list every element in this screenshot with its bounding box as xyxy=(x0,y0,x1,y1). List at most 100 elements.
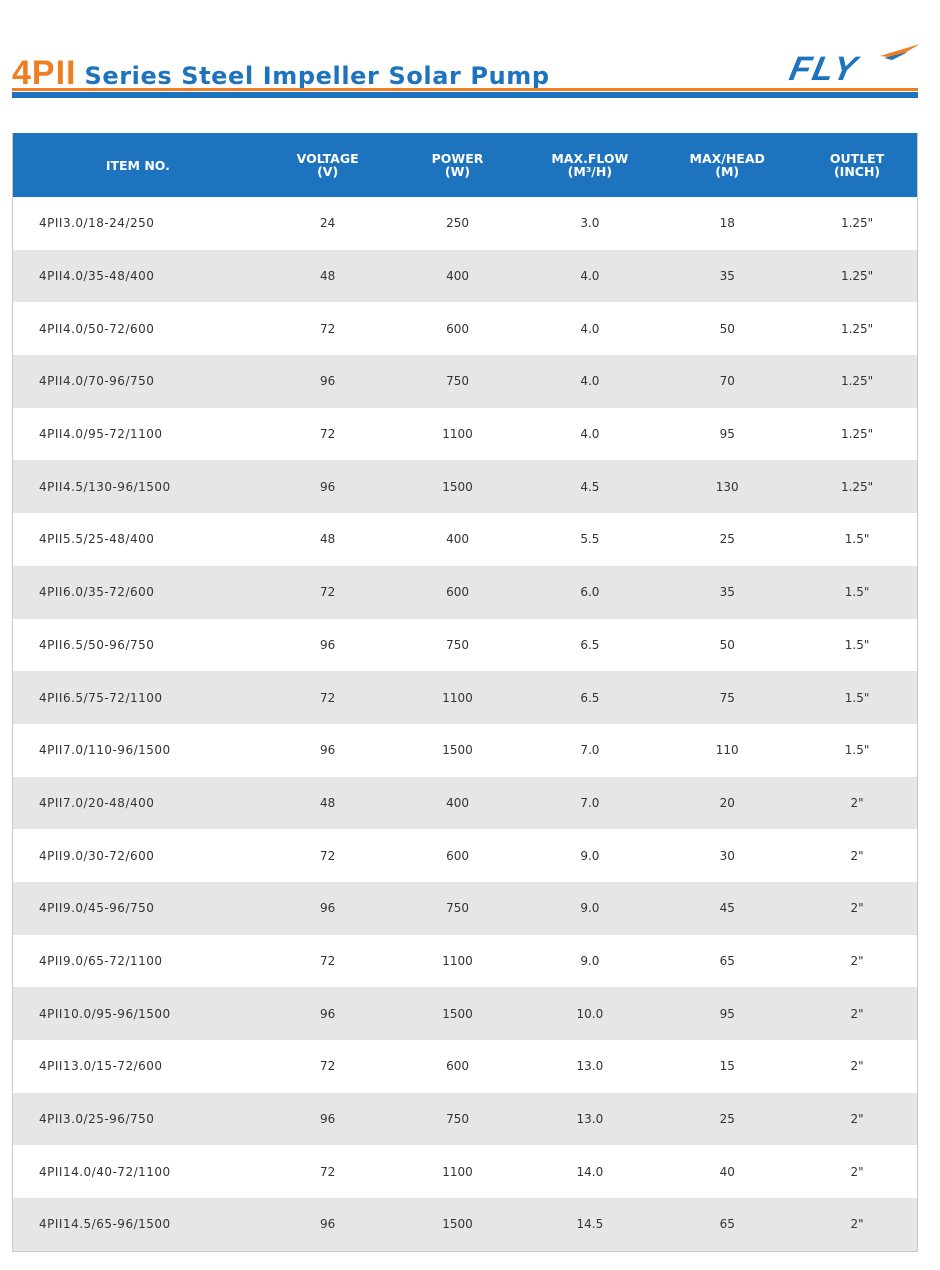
cell-max-head: 25 xyxy=(719,1112,735,1127)
column-header-label: MAX/HEAD xyxy=(689,151,765,166)
header-rule-orange xyxy=(12,88,918,91)
cell-voltage: 24 xyxy=(320,216,336,231)
cell-item-no: 4PII6.5/50-96/750 xyxy=(39,637,155,652)
table-row: 4PII5.5/25-48/400 48 400 5.5 25 1.5" xyxy=(13,513,917,566)
cell-item-no: 4PII14.5/65-96/1500 xyxy=(39,1217,171,1232)
cell-max-head: 65 xyxy=(719,953,735,968)
cell-max-head: 18 xyxy=(719,216,735,231)
cell-item-no: 4PII4.5/130-96/1500 xyxy=(39,479,171,494)
cell-max-flow: 6.0 xyxy=(580,585,600,600)
column-header-unit: (W) xyxy=(444,164,471,179)
table-row: 4PII9.0/30-72/600 72 600 9.0 30 2" xyxy=(13,829,917,882)
table-row: 4PII14.5/65-96/1500 96 1500 14.5 65 2" xyxy=(13,1198,917,1251)
cell-item-no: 4PII9.0/65-72/1100 xyxy=(39,953,163,968)
cell-max-flow: 4.0 xyxy=(580,269,600,284)
cell-item-no: 4PII9.0/30-72/600 xyxy=(39,848,155,863)
cell-voltage: 72 xyxy=(320,848,336,863)
column-header-max-flow: MAX.FLOW (M³/H) xyxy=(522,133,657,197)
page-title: 4PII Series Steel Impeller Solar Pump xyxy=(12,54,550,93)
cell-power: 750 xyxy=(446,901,469,916)
table-row: 4PII4.5/130-96/1500 96 1500 4.5 130 1.25" xyxy=(13,460,917,514)
cell-max-head: 50 xyxy=(719,321,735,336)
cell-item-no: 4PII4.0/70-96/750 xyxy=(39,374,155,389)
cell-voltage: 72 xyxy=(320,953,336,968)
table-row: 4PII4.0/70-96/750 96 750 4.0 70 1.25" xyxy=(13,355,917,408)
table-row: 4PII3.0/18-24/250 24 250 3.0 18 1.25" xyxy=(13,197,917,250)
column-header-label: MAX.FLOW xyxy=(551,151,629,166)
cell-power: 600 xyxy=(446,321,469,336)
cell-voltage: 96 xyxy=(320,743,336,758)
cell-max-head: 25 xyxy=(719,532,735,547)
cell-outlet: 1.25" xyxy=(840,374,874,389)
cell-max-head: 65 xyxy=(719,1217,735,1232)
cell-voltage: 72 xyxy=(320,321,336,336)
cell-power: 750 xyxy=(446,637,469,652)
cell-max-flow: 4.0 xyxy=(580,427,600,442)
column-header-outlet: OUTLET (INCH) xyxy=(797,133,917,197)
table-row: 4PII4.0/35-48/400 48 400 4.0 35 1.25" xyxy=(13,249,917,303)
cell-voltage: 72 xyxy=(320,690,336,705)
cell-max-flow: 10.0 xyxy=(576,1006,604,1021)
cell-voltage: 72 xyxy=(320,585,336,600)
table-row: 4PII3.0/25-96/750 96 750 13.0 25 2" xyxy=(13,1092,917,1146)
column-header-label: POWER xyxy=(431,151,484,166)
column-header-unit: (V) xyxy=(317,164,339,179)
cell-power: 400 xyxy=(446,532,469,547)
cell-power: 250 xyxy=(446,216,469,231)
column-header-voltage: VOLTAGE (V) xyxy=(263,133,393,197)
cell-power: 1100 xyxy=(442,427,473,442)
table-row: 4PII4.0/95-72/1100 72 1100 4.0 95 1.25" xyxy=(13,407,917,461)
table-row: 4PII6.5/50-96/750 96 750 6.5 50 1.5" xyxy=(13,618,917,672)
cell-max-flow: 9.0 xyxy=(580,848,600,863)
cell-power: 400 xyxy=(446,795,469,810)
table-header: ITEM NO. VOLTAGE (V) POWER (W) MAX.FLOW (M³/H)… xyxy=(13,133,917,197)
cell-max-flow: 4.0 xyxy=(580,321,600,336)
table-row: 4PII9.0/45-96/750 96 750 9.0 45 2" xyxy=(13,881,917,935)
cell-max-head: 35 xyxy=(719,585,735,600)
cell-outlet: 1.5" xyxy=(844,532,870,547)
logo-text: FLY xyxy=(788,50,863,86)
cell-max-flow: 9.0 xyxy=(580,901,600,916)
cell-voltage: 96 xyxy=(320,1006,336,1021)
cell-max-head: 95 xyxy=(719,1006,735,1021)
cell-power: 600 xyxy=(446,848,469,863)
cell-outlet: 1.5" xyxy=(844,637,870,652)
cell-item-no: 4PII7.0/110-96/1500 xyxy=(39,743,171,758)
table-body: 4PII3.0/18-24/250 24 250 3.0 18 1.25" 4PII4.0/… xyxy=(13,197,917,1251)
cell-voltage: 96 xyxy=(320,479,336,494)
cell-max-flow: 5.5 xyxy=(580,532,600,547)
title-series: Series Steel Impeller Solar Pump xyxy=(84,62,550,90)
cell-max-head: 40 xyxy=(719,1164,735,1179)
cell-item-no: 4PII5.5/25-48/400 xyxy=(39,532,155,547)
cell-power: 1100 xyxy=(442,690,473,705)
table-row: 4PII9.0/65-72/1100 72 1100 9.0 65 2" xyxy=(13,934,917,988)
cell-item-no: 4PII4.0/50-72/600 xyxy=(39,321,155,336)
fly-logo: FLY xyxy=(788,44,920,86)
column-header-label: VOLTAGE xyxy=(296,151,359,166)
cell-max-flow: 14.5 xyxy=(576,1217,604,1232)
cell-outlet: 1.25" xyxy=(840,321,874,336)
cell-item-no: 4PII6.0/35-72/600 xyxy=(39,585,155,600)
column-header-item-no: ITEM NO. xyxy=(13,133,263,197)
cell-power: 750 xyxy=(446,374,469,389)
cell-max-flow: 7.0 xyxy=(580,743,600,758)
table-row: 4PII6.5/75-72/1100 72 1100 6.5 75 1.5" xyxy=(13,671,917,724)
cell-max-flow: 6.5 xyxy=(580,637,600,652)
cell-outlet: 2" xyxy=(850,1059,864,1074)
column-header-unit: (M) xyxy=(715,164,740,179)
cell-outlet: 2" xyxy=(850,1006,864,1021)
cell-max-flow: 9.0 xyxy=(580,953,600,968)
cell-max-flow: 6.5 xyxy=(580,690,600,705)
cell-max-head: 15 xyxy=(719,1059,735,1074)
cell-max-head: 50 xyxy=(719,637,735,652)
cell-outlet: 1.25" xyxy=(840,216,874,231)
column-header-unit: (INCH) xyxy=(833,164,881,179)
cell-voltage: 72 xyxy=(320,427,336,442)
column-header-label: OUTLET xyxy=(829,151,885,166)
cell-item-no: 4PII6.5/75-72/1100 xyxy=(39,690,163,705)
cell-max-flow: 13.0 xyxy=(576,1112,604,1127)
cell-power: 400 xyxy=(446,269,469,284)
cell-outlet: 1.25" xyxy=(840,427,874,442)
cell-item-no: 4PII3.0/25-96/750 xyxy=(39,1112,155,1127)
cell-max-flow: 7.0 xyxy=(580,795,600,810)
